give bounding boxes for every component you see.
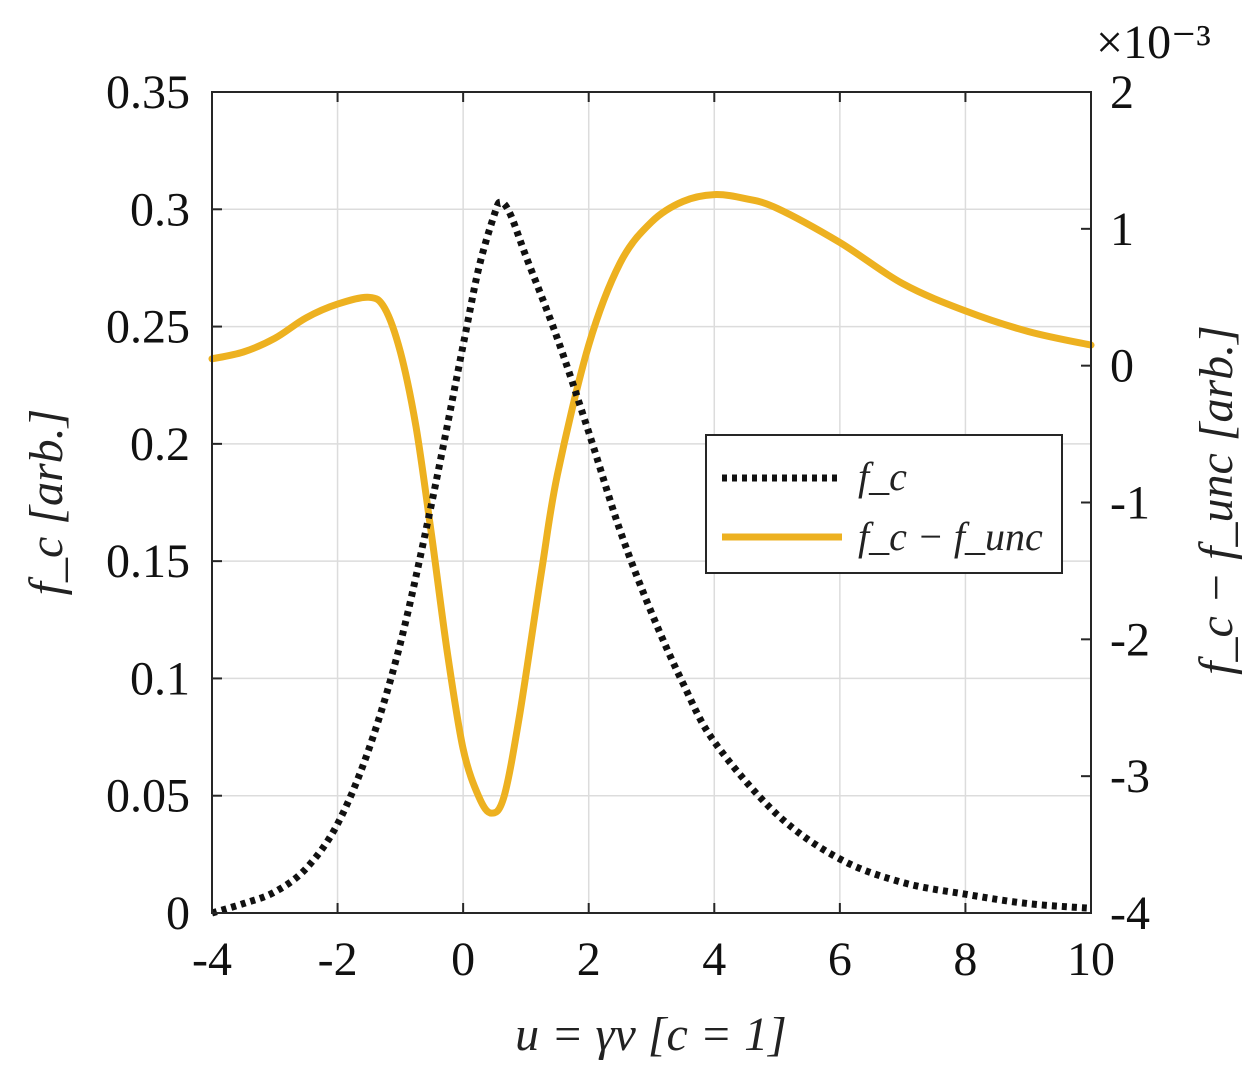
y-right-tick-label: -3 [1110,750,1150,803]
y-left-tick-label: 0.05 [106,770,190,823]
y-left-tick-label: 0.15 [106,535,190,588]
x-axis-label: u = γv [c = 1] [515,1008,787,1061]
legend-entry-fc: f_c [858,454,907,499]
x-tick-label: 8 [953,933,977,986]
y-left-tick-label: 0.3 [130,183,190,236]
y-right-tick-label: 2 [1110,66,1134,119]
y-right-tick-label: -4 [1110,887,1150,940]
x-tick-label: 10 [1067,933,1115,986]
legend: f_c f_c − f_unc [706,435,1062,573]
x-tick-label: 6 [828,933,852,986]
x-tick-label: 0 [451,933,475,986]
y-right-axis-label: f_c − f_unc [arb.] [1190,325,1243,675]
legend-entry-fc-minus-func: f_c − f_unc [858,514,1043,559]
y-right-tick-label: 0 [1110,340,1134,393]
x-tick-label: -2 [318,933,358,986]
x-tick-label: -4 [192,933,232,986]
x-tick-label: 4 [702,933,726,986]
y-left-axis-label: f_c [arb.] [20,409,73,596]
y-left-tick-label: 0 [166,887,190,940]
y-right-tick-label: 1 [1110,203,1134,256]
y-left-tick-label: 0.1 [130,652,190,705]
y-left-tick-label: 0.35 [106,66,190,119]
y-left-axis-ticks: 0 0.05 0.1 0.15 0.2 0.25 0.3 0.35 [106,66,222,940]
y-left-tick-label: 0.2 [130,418,190,471]
y-right-tick-label: -1 [1110,477,1150,530]
y-right-tick-label: -2 [1110,613,1150,666]
right-axis-exponent: ×10⁻³ [1096,16,1211,69]
x-tick-label: 2 [577,933,601,986]
y-left-tick-label: 0.25 [106,301,190,354]
